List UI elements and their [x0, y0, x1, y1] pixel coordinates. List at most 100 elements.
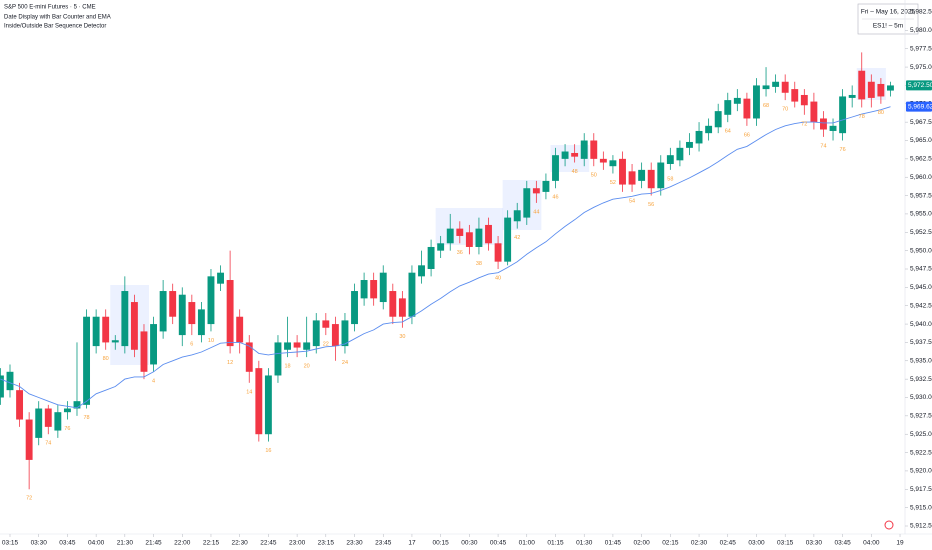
- bar-counter: 80: [103, 356, 109, 362]
- candle-body: [408, 272, 416, 317]
- x-tick-label: 03:15: [2, 540, 19, 547]
- candle-body: [590, 140, 598, 159]
- x-tick-label: 22:30: [232, 540, 249, 547]
- y-tick-label: 5,937.50: [910, 339, 932, 346]
- bar-counter: 78: [859, 114, 865, 120]
- x-tick-label: 03:30: [806, 540, 823, 547]
- y-tick-label: 5,927.50: [910, 413, 932, 420]
- candle-body: [236, 316, 244, 343]
- candle-body: [197, 309, 205, 336]
- y-tick-label: 5,922.50: [910, 449, 932, 456]
- candle-body: [255, 368, 263, 435]
- y-tick-label: 5,965.00: [910, 137, 932, 144]
- bar-counter: 16: [265, 448, 271, 454]
- candle-body: [360, 280, 368, 299]
- x-tick-label: 01:45: [605, 540, 622, 547]
- x-tick-label: 21:30: [117, 540, 134, 547]
- candle-body: [839, 96, 847, 134]
- y-tick-label: 5,917.50: [910, 486, 932, 493]
- bar-counter: 24: [342, 360, 348, 366]
- x-tick-label: 02:30: [691, 540, 708, 547]
- x-tick-label: 23:45: [375, 540, 392, 547]
- candle-body: [867, 81, 875, 98]
- candle-body: [638, 169, 646, 181]
- x-tick-label: 02:15: [662, 540, 679, 547]
- price-tag-label: 5,972.50: [908, 82, 932, 89]
- candle-body: [619, 158, 626, 185]
- bar-counter: 72: [26, 496, 32, 502]
- bar-counter: 66: [744, 132, 750, 138]
- candle-body: [485, 224, 492, 244]
- candle-body: [599, 158, 607, 163]
- candle-body: [35, 408, 43, 438]
- bar-counter: 74: [45, 441, 51, 447]
- candle-body: [341, 320, 349, 347]
- bar-counter: 74: [820, 143, 826, 149]
- candle-body: [628, 171, 636, 185]
- bar-counter: 78: [83, 415, 89, 421]
- x-tick-label: 01:30: [576, 540, 593, 547]
- candle-body: [188, 302, 196, 325]
- candle-body: [178, 294, 186, 336]
- x-tick-label: 23:15: [318, 540, 335, 547]
- candle-body: [102, 316, 110, 343]
- candle-body: [743, 98, 751, 119]
- candle-body: [159, 291, 167, 332]
- candle-body: [389, 291, 397, 317]
- bar-counter: 20: [304, 364, 310, 370]
- x-tick-label: 19: [896, 540, 904, 547]
- y-tick-label: 5,982.50: [910, 9, 932, 16]
- date-label: Fri – May 16, 2025: [861, 9, 916, 16]
- logo[interactable]: [884, 520, 894, 530]
- candle-body: [446, 228, 454, 244]
- x-tick-label: 22:15: [203, 540, 220, 547]
- bar-counter: 76: [64, 426, 70, 432]
- chart-title: S&P 500 E-mini Futures · 5 · CME: [4, 5, 96, 11]
- x-tick-label: 03:45: [59, 540, 76, 547]
- bar-counter: 14: [246, 389, 252, 395]
- x-tick-label: 03:00: [748, 540, 765, 547]
- y-tick-label: 5,912.50: [910, 523, 932, 530]
- candle-body: [83, 316, 91, 405]
- candle-body: [331, 324, 339, 347]
- candle-body: [0, 375, 4, 398]
- candle-body: [820, 118, 827, 130]
- candle-body: [791, 89, 799, 102]
- x-tick-label: 04:00: [863, 540, 880, 547]
- bar-counter: 6: [190, 342, 193, 348]
- candle-body: [245, 342, 253, 372]
- candle-body: [733, 97, 741, 104]
- candle-body: [130, 302, 138, 350]
- x-tick-label: 02:00: [633, 540, 650, 547]
- candle-body: [753, 85, 760, 119]
- candle-body: [724, 100, 732, 115]
- y-tick-label: 5,950.00: [910, 247, 932, 254]
- candle-body: [552, 155, 559, 181]
- bar-counter: 68: [763, 103, 769, 109]
- candle-body: [379, 272, 387, 303]
- candle-body: [647, 169, 655, 189]
- candle-body: [351, 291, 358, 325]
- bar-counter: 52: [610, 180, 616, 186]
- candle-body: [513, 210, 521, 222]
- candle-body: [264, 375, 272, 435]
- candle-body: [217, 272, 224, 284]
- indicator-name: Date Display with Bar Counter and EMA: [4, 15, 111, 21]
- candle-body: [303, 342, 311, 350]
- candle-body: [714, 111, 722, 128]
- y-tick-label: 5,960.00: [910, 174, 932, 181]
- candle-body: [523, 188, 531, 218]
- y-tick-label: 5,947.50: [910, 266, 932, 273]
- x-tick-label: 22:45: [260, 540, 277, 547]
- bar-counter: 38: [476, 261, 482, 267]
- x-tick-label: 23:30: [346, 540, 363, 547]
- y-tick-label: 5,930.00: [910, 394, 932, 401]
- x-tick-label: 21:45: [145, 540, 162, 547]
- bar-counter: 76: [840, 147, 846, 153]
- bar-counter: 48: [572, 169, 578, 175]
- candle-body: [676, 147, 684, 161]
- candle-body: [398, 298, 406, 317]
- candle-body: [580, 140, 588, 159]
